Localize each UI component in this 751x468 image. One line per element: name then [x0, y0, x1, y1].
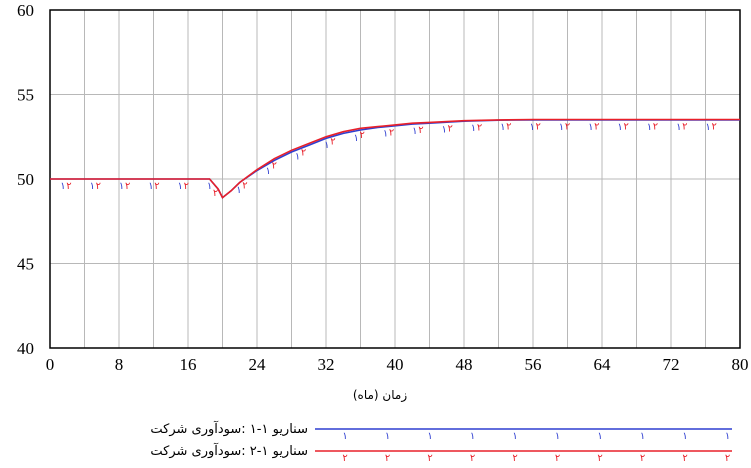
legend-marker-2: ۲ [555, 453, 560, 464]
series-marker-2: ۲ [330, 137, 335, 148]
legend-marker-2: ۲ [640, 453, 645, 464]
series-marker-1: ۱ [119, 181, 124, 192]
series-marker-1: ۱ [441, 124, 446, 135]
series-marker-2: ۲ [682, 122, 687, 133]
y-tick-label: 60 [17, 1, 34, 20]
series-marker-2: ۲ [154, 181, 159, 192]
series-marker-1: ۱ [90, 181, 95, 192]
series-marker-1: ۱ [676, 122, 681, 133]
legend-marker-2: ۲ [682, 453, 687, 464]
series-line-2 [50, 118, 740, 199]
x-tick-label: 48 [456, 355, 473, 374]
series-marker-2: ۲ [711, 122, 716, 133]
series-marker-2: ۲ [360, 130, 365, 141]
legend-marker-2: ۲ [385, 453, 390, 464]
series-marker-1: ۱ [236, 185, 241, 196]
series-marker-2: ۲ [594, 122, 599, 133]
series-marker-2: ۲ [565, 122, 570, 133]
legend-marker-1: ۱ [725, 431, 730, 442]
y-tick-label: 40 [17, 339, 34, 358]
series-marker-2: ۲ [653, 122, 658, 133]
x-tick-label: 0 [46, 355, 55, 374]
legend-marker-1: ۱ [427, 431, 432, 442]
series-marker-1: ۱ [383, 129, 388, 140]
x-tick-label: 16 [180, 355, 197, 374]
x-tick-label: 24 [249, 355, 267, 374]
x-axis-title: زمان (ماه) [353, 388, 407, 403]
legend-marker-2: ۲ [470, 453, 475, 464]
series-marker-2: ۲ [535, 122, 540, 133]
series-marker-2: ۲ [477, 122, 482, 133]
series-marker-2: ۲ [184, 181, 189, 192]
series-marker-1: ۱ [324, 140, 329, 151]
series-marker-2: ۲ [389, 127, 394, 138]
series-marker-1: ۱ [354, 133, 359, 144]
series-marker-2: ۲ [418, 125, 423, 136]
series-marker-1: ۱ [295, 152, 300, 163]
legend-marker-1: ۱ [640, 431, 645, 442]
legend: سناریو ۱-۱ :سودآوری شرکت ۱ ۱ ۱ ۱ ۱ ۱ ۱ ۱ ۱ ۱ سناریو… [150, 420, 732, 464]
series-marker-1: ۱ [266, 166, 271, 177]
legend-marker-1: ۱ [555, 431, 560, 442]
series-marker-1: ۱ [148, 181, 153, 192]
x-tick-labels: 0 8 16 24 32 40 48 56 64 72 80 [46, 355, 749, 374]
legend-marker-1: ۱ [342, 431, 347, 442]
legend-marker-1: ۱ [470, 431, 475, 442]
series-marker-2: ۲ [272, 161, 277, 172]
legend-marker-2: ۲ [512, 453, 517, 464]
series-marker-2: ۲ [623, 122, 628, 133]
y-tick-label: 45 [17, 255, 34, 274]
legend-marker-1: ۱ [682, 431, 687, 442]
x-tick-label: 8 [115, 355, 124, 374]
y-tick-label: 50 [17, 170, 34, 189]
legend-marker-1: ۱ [597, 431, 602, 442]
x-tick-label: 56 [525, 355, 542, 374]
legend-marker-2: ۲ [725, 453, 730, 464]
series-marker-2: ۲ [96, 181, 101, 192]
series-marker-1: ۱ [412, 126, 417, 137]
legend-label-1: سناریو ۱-۱ :سودآوری شرکت [150, 420, 308, 437]
legend-marker-1: ۱ [512, 431, 517, 442]
series-marker-1: ۱ [178, 181, 183, 192]
legend-marker-2: ۲ [342, 453, 347, 464]
series-marker-1: ۱ [471, 123, 476, 134]
series-marker-1: ۱ [617, 122, 622, 133]
y-tick-labels: 60 55 50 45 40 [17, 1, 34, 358]
series-marker-1: ۱ [529, 122, 534, 133]
series-marker-1: ۱ [647, 122, 652, 133]
x-tick-label: 80 [732, 355, 749, 374]
x-tick-label: 72 [663, 355, 680, 374]
series-marker-2: ۲ [125, 181, 130, 192]
series-marker-2: ۲ [242, 181, 247, 192]
legend-label-2: سناریو ۱-۲ :سودآوری شرکت [150, 442, 308, 459]
y-tick-label: 55 [17, 86, 34, 105]
series-marker-2: ۲ [66, 181, 71, 192]
series-marker-1: ۱ [588, 122, 593, 133]
x-tick-label: 40 [387, 355, 404, 374]
x-tick-label: 32 [318, 355, 335, 374]
series-marker-1: ۱ [559, 122, 564, 133]
legend-marker-2: ۲ [597, 453, 602, 464]
series-marker-2: ۲ [506, 122, 511, 133]
series-marker-1: ۱ [60, 181, 65, 192]
legend-marker-2: ۲ [427, 453, 432, 464]
legend-marker-1: ۱ [385, 431, 390, 442]
series-marker-2: ۲ [301, 148, 306, 159]
series-marker-1: ۱ [705, 122, 710, 133]
series-marker-2: ۲ [448, 123, 453, 134]
series-marker-2: ۲ [213, 188, 218, 199]
series-marker-1: ۱ [500, 122, 505, 133]
x-tick-label: 64 [594, 355, 612, 374]
series-marker-1: ۱ [207, 181, 212, 192]
